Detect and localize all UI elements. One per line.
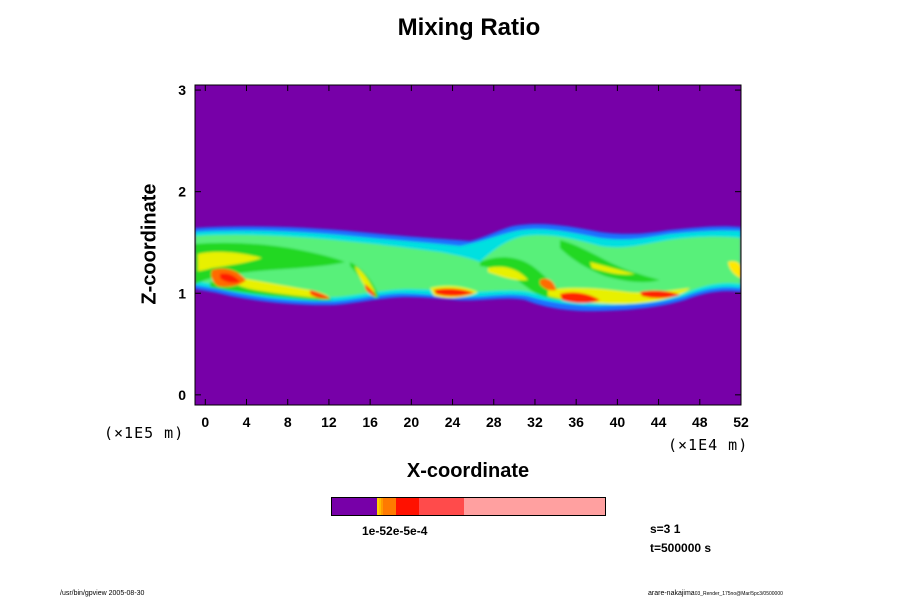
x-tick-label: 0 [201,414,209,430]
plot-frame [194,84,742,406]
core-orange-2 [540,278,556,291]
x-tick-label: 4 [243,414,251,430]
x-tick-label: 12 [321,414,337,430]
core-red-4 [640,290,680,299]
filament-yellow-3 [355,266,375,293]
x-tick-label: 48 [692,414,708,430]
filament-yellow-6 [590,262,635,275]
colorbar-labels: 1e-52e-5e-4 [362,524,428,538]
x-tick-label: 8 [284,414,292,430]
x-tick-label: 16 [362,414,378,430]
y-tick-label: 0 [178,387,186,403]
mixing-ratio-field [195,223,741,312]
x-axis-unit: (×1E4 m) [668,436,749,454]
filament-yellow-8 [728,261,741,278]
y-tick-label: 3 [178,82,186,98]
band-lightgreen [195,234,741,302]
chart-title: Mixing Ratio [397,14,541,41]
filament-yellow-2 [228,276,330,298]
colorbar [331,497,606,516]
colorbar-segment [463,498,605,515]
x-axis-title: X-coordinate [406,460,530,482]
y-axis-unit: (×1E5 m) [104,424,185,442]
footer-left: /usr/bin/gpview 2005-08-30 [60,590,145,597]
core-red-2 [434,288,474,297]
colorbar-segment [377,498,379,515]
y-tick-label: 1 [178,285,186,301]
x-tick-label: 28 [486,414,502,430]
core-red-3 [560,292,600,303]
filament-yellow-5 [488,266,528,281]
filament-yellow-1 [198,251,262,271]
filament-green-5 [560,240,660,283]
core-orange-3 [310,290,330,299]
colorbar-segment [380,498,384,515]
y-tick-label: 2 [178,184,186,200]
footer-right-small: 03_Render_175no@Mar/5pc3/0500000 [694,591,783,597]
colorbar-segment [396,498,419,515]
colorbar-segment [418,498,464,515]
colorbar-segment [332,498,378,515]
x-axis-ticks: 0 4 8 12 16 20 24 28 32 36 40 44 48 52 [201,85,749,430]
x-tick-label: 36 [568,414,584,430]
core-orange-4 [365,284,376,296]
annotation-time: t=500000 s [650,541,712,555]
x-tick-label: 24 [445,414,461,430]
x-tick-label: 44 [651,414,667,430]
colorbar-segment [383,498,397,515]
footer-right: arare-nakajima03_Render_175no@Mar/5pc3/0… [648,590,783,597]
x-tick-label: 32 [527,414,543,430]
y-axis-ticks: 0 1 2 3 [178,82,741,403]
core-red-1 [220,273,240,283]
x-tick-label: 20 [404,414,420,430]
annotation-s: s=3 1 [650,522,681,536]
x-tick-label: 40 [610,414,626,430]
x-tick-label: 52 [733,414,749,430]
colorbar-segment [378,498,381,515]
